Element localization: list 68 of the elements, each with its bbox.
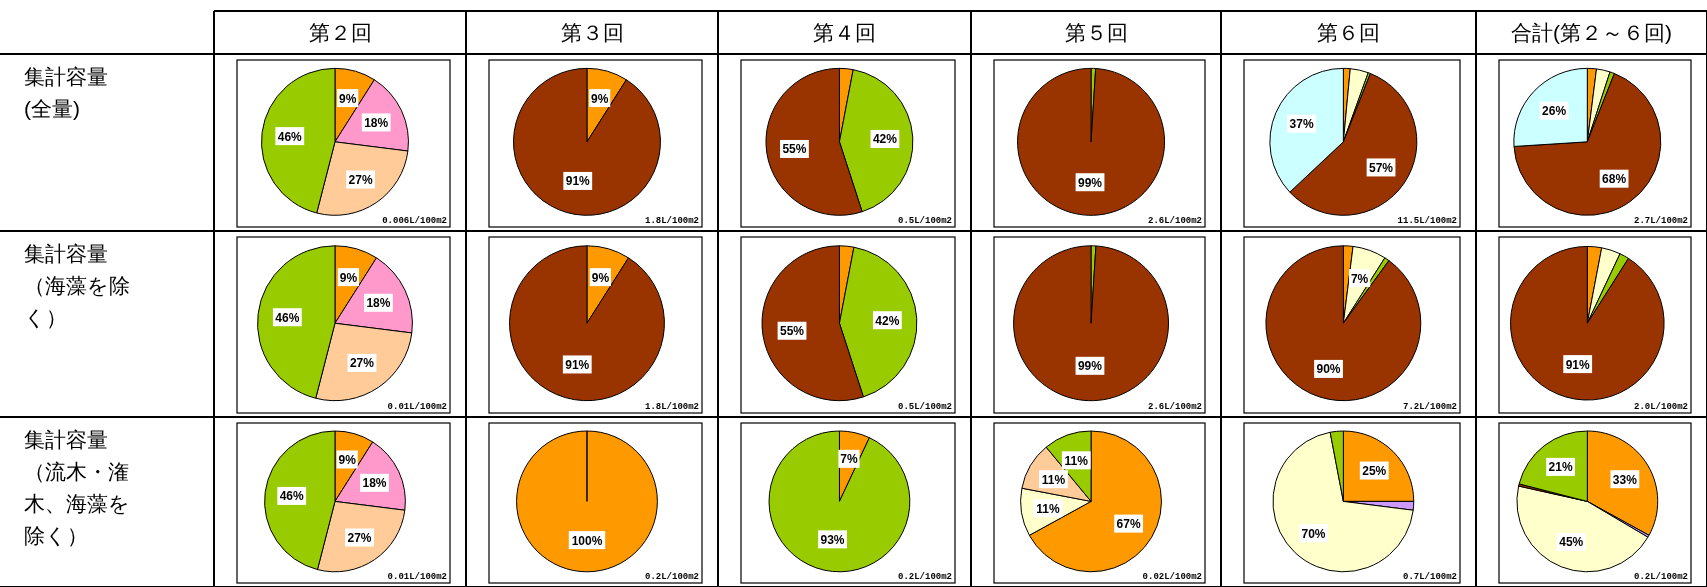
text: 第２回 (308, 20, 372, 44)
data-label: 68% (1602, 172, 1627, 187)
data-label: 100% (571, 533, 603, 548)
data-label: 93% (820, 532, 845, 547)
text: 第３回 (560, 20, 624, 44)
text: 1.8L/100m2 (644, 402, 699, 412)
data-label: 11% (1064, 453, 1089, 468)
data-label: 91% (565, 357, 590, 372)
data-label: 18% (364, 115, 389, 130)
text: 11.5L/100m2 (1397, 216, 1457, 226)
data-label: 27% (349, 356, 375, 371)
text: 合計(第２～６回) (1511, 20, 1672, 44)
text: 2.0L/100m2 (1633, 402, 1688, 412)
text: 7.2L/100m2 (1402, 402, 1457, 412)
text: 0.01L/100m2 (387, 572, 447, 582)
data-label: 91% (1565, 357, 1591, 372)
text: 0.2L/100m2 (644, 572, 699, 582)
data-label: 33% (1612, 472, 1638, 487)
text: 0.01L/100m2 (387, 402, 447, 412)
text: 0.7L/100m2 (1402, 572, 1457, 582)
data-label: 90% (1316, 362, 1341, 377)
data-label: 37% (1289, 117, 1314, 132)
data-label: 7% (1350, 271, 1369, 286)
data-label: 11% (1041, 472, 1066, 487)
text: 集計容量（流木・潅木、海藻を除く） (24, 428, 130, 547)
data-label: 42% (872, 132, 898, 147)
data-label: 67% (1116, 517, 1141, 532)
text: 第５回 (1064, 20, 1128, 44)
data-label: 99% (1077, 359, 1103, 374)
data-label: 9% (339, 270, 358, 285)
data-label: 27% (347, 531, 372, 545)
data-label: 9% (338, 452, 357, 467)
data-label: 26% (1542, 104, 1567, 119)
data-label: 7% (840, 452, 858, 467)
data-label: 45% (1559, 535, 1584, 550)
data-label: 9% (591, 270, 610, 285)
text: 0.5L/100m2 (897, 216, 952, 226)
data-label: 9% (591, 91, 609, 106)
text: 集計容量(全量) (24, 65, 108, 120)
data-label: 99% (1078, 175, 1103, 190)
data-label: 18% (362, 476, 387, 491)
text: 2.6L/100m2 (1147, 402, 1202, 412)
data-label: 42% (875, 313, 900, 328)
data-label: 46% (279, 489, 305, 504)
data-label: 27% (348, 173, 373, 188)
data-label: 18% (366, 296, 391, 311)
text: 第６回 (1317, 20, 1380, 44)
text: 2.6L/100m2 (1147, 216, 1202, 226)
text: 集計容量（海藻を除く） (24, 242, 130, 329)
text: 2.7L/100m2 (1633, 216, 1688, 226)
data-label: 57% (1369, 160, 1394, 175)
text: 第４回 (813, 20, 876, 44)
text: 0.5L/100m2 (897, 402, 952, 412)
data-label: 46% (275, 310, 300, 325)
text: 0.2L/100m2 (1633, 572, 1688, 582)
data-label: 9% (339, 91, 357, 106)
text: 1.8L/100m2 (644, 216, 699, 226)
text: 0.2L/100m2 (897, 572, 952, 582)
data-label: 11% (1036, 501, 1060, 516)
text: 0.006L/100m2 (382, 216, 447, 226)
data-label: 25% (1362, 464, 1387, 479)
data-label: 55% (782, 142, 807, 157)
data-label: 91% (565, 174, 591, 189)
data-label: 46% (277, 129, 303, 144)
data-label: 55% (780, 324, 805, 339)
data-label: 21% (1548, 460, 1573, 475)
data-label: 70% (1301, 526, 1326, 541)
text: 0.02L/100m2 (1142, 572, 1202, 582)
